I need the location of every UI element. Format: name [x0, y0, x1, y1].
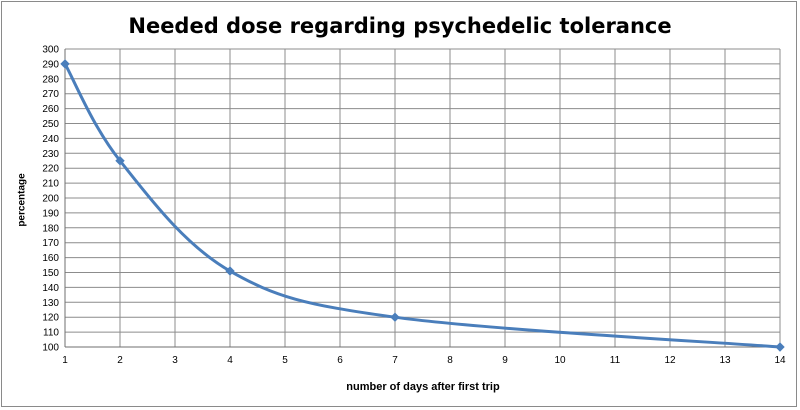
y-tick-label: 150 [42, 268, 59, 279]
data-point-marker [60, 59, 70, 69]
y-tick-label: 120 [42, 313, 59, 324]
x-tick-label: 12 [664, 355, 676, 366]
x-tick-label: 11 [610, 355, 621, 366]
y-tick-label: 280 [42, 74, 59, 85]
x-tick-label: 8 [447, 355, 453, 366]
y-tick-label: 200 [42, 194, 59, 205]
y-tick-label: 140 [42, 283, 59, 294]
y-tick-label: 290 [42, 59, 59, 70]
x-tick-label: 7 [392, 355, 398, 366]
x-tick-label: 10 [554, 355, 566, 366]
y-tick-label: 190 [42, 208, 59, 219]
x-tick-label: 5 [282, 355, 288, 366]
data-point-marker [390, 312, 400, 322]
y-tick-label: 130 [42, 298, 59, 309]
y-tick-label: 180 [42, 223, 59, 234]
y-tick-label: 300 [42, 45, 59, 56]
x-tick-label: 13 [719, 355, 731, 366]
y-tick-label: 250 [42, 119, 59, 130]
x-tick-label: 1 [62, 355, 68, 366]
y-tick-label: 110 [43, 328, 59, 339]
y-tick-label: 240 [42, 134, 59, 145]
x-tick-label: 4 [227, 355, 233, 366]
y-tick-label: 210 [42, 179, 59, 190]
y-tick-label: 170 [42, 238, 59, 249]
chart-title: Needed dose regarding psychedelic tolera… [128, 14, 672, 38]
y-tick-label: 220 [42, 164, 59, 175]
y-tick-label: 270 [42, 89, 59, 100]
x-tick-label: 2 [117, 355, 123, 366]
data-point-marker [775, 342, 785, 352]
x-tick-label: 3 [172, 355, 178, 366]
y-tick-label: 100 [42, 343, 59, 354]
series-line [63, 63, 781, 349]
data-point-marker [225, 266, 235, 276]
y-tick-label: 260 [42, 104, 59, 115]
x-axis-label: number of days after first trip [346, 381, 500, 393]
x-tick-label: 9 [502, 355, 508, 366]
x-tick-label: 14 [774, 355, 786, 366]
y-tick-label: 230 [42, 149, 59, 160]
data-point-marker [115, 156, 125, 166]
x-tick-label: 6 [337, 355, 343, 366]
y-tick-label: 160 [42, 253, 59, 264]
